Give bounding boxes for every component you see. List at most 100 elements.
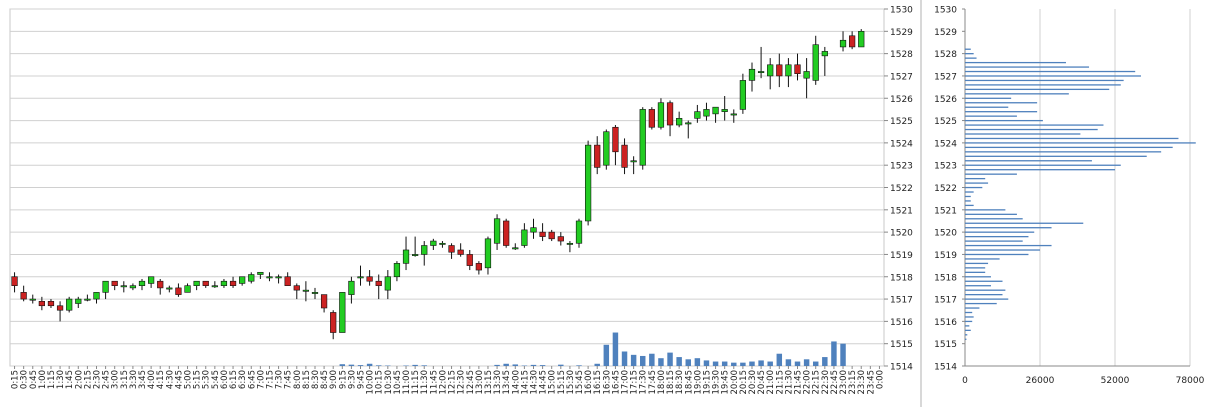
profile-bar — [965, 240, 1023, 241]
candle-up — [139, 281, 145, 285]
price-tick-label: 1522 — [890, 184, 913, 194]
volume-bar — [631, 355, 636, 366]
price-tick-label: 1526 — [890, 95, 913, 105]
volume-bar — [340, 364, 345, 366]
candle-down — [558, 237, 564, 241]
volume-bar — [840, 344, 845, 366]
profile-bar — [965, 178, 985, 179]
profile-bar — [965, 232, 1034, 233]
profile-bar — [965, 276, 991, 277]
profile-bar — [965, 53, 974, 54]
volume-bar — [667, 353, 672, 366]
candle-down — [367, 277, 373, 281]
profile-bar — [965, 57, 977, 58]
volume-bar — [722, 362, 727, 366]
volume-bar — [822, 357, 827, 366]
profile-bar — [965, 160, 1092, 161]
volume-bar — [604, 345, 609, 366]
profile-bar — [965, 218, 1023, 219]
profile-bar — [965, 174, 1017, 175]
candle-up — [786, 65, 792, 76]
volume-bar — [422, 365, 427, 366]
profile-bar — [965, 120, 1043, 121]
volume-bar — [695, 358, 700, 366]
profile-bar — [965, 89, 1109, 90]
profile-y-tick-label: 1527 — [934, 72, 957, 82]
profile-bar — [965, 80, 1124, 81]
volume-bar — [540, 365, 545, 366]
candle-up — [148, 277, 154, 284]
candle-up — [531, 228, 537, 232]
volume-bar — [686, 359, 691, 366]
volume-bar — [576, 365, 581, 366]
candle-up — [858, 31, 864, 47]
volume-bar — [513, 364, 518, 366]
candle-up — [685, 123, 691, 124]
volume-bar — [640, 356, 645, 366]
profile-bar — [965, 298, 1008, 299]
candle-down — [12, 277, 18, 286]
profile-bar — [965, 205, 974, 206]
volume-bar — [594, 364, 599, 366]
profile-bar — [965, 196, 971, 197]
candle-up — [840, 40, 846, 47]
candle-up — [121, 286, 127, 287]
candle-down — [667, 103, 673, 125]
profile-y-tick-label: 1526 — [934, 95, 957, 105]
volume-bar — [804, 359, 809, 366]
volume-bar — [558, 365, 563, 366]
price-tick-label: 1530 — [890, 6, 913, 16]
profile-bar — [965, 200, 971, 201]
candle-up — [394, 263, 400, 276]
volume-bar — [731, 363, 736, 366]
candle-down — [112, 281, 118, 285]
candle-up — [822, 51, 828, 55]
volume-bar — [795, 362, 800, 366]
candle-up — [576, 221, 582, 243]
candle-up — [358, 277, 364, 278]
candle-down — [540, 232, 546, 236]
volume-bar — [367, 364, 372, 366]
candle-up — [813, 45, 819, 81]
candle-up — [494, 219, 500, 244]
profile-bar — [965, 133, 1080, 134]
profile-bar — [965, 316, 974, 317]
candle-up — [349, 281, 355, 294]
profile-bar — [965, 49, 971, 50]
profile-bar — [965, 191, 974, 192]
candle-up — [130, 286, 136, 288]
candle-up — [512, 248, 518, 249]
candle-up — [440, 243, 446, 244]
profile-bar — [965, 124, 1103, 125]
candle-down — [476, 263, 482, 270]
profile-bar — [965, 62, 1066, 63]
candle-down — [203, 281, 209, 285]
profile-bar — [965, 138, 1178, 139]
profile-bar — [965, 102, 1037, 103]
candle-up — [403, 250, 409, 263]
price-tick-label: 1514 — [890, 363, 913, 373]
candle-down — [285, 277, 291, 286]
profile-y-tick-label: 1514 — [934, 363, 957, 373]
volume-bar — [503, 364, 508, 366]
profile-y-tick-label: 1530 — [934, 6, 957, 16]
profile-bar — [965, 93, 1069, 94]
price-tick-label: 1518 — [890, 273, 913, 283]
candle-up — [248, 275, 254, 282]
profile-bar — [965, 84, 1121, 85]
volume-bar — [758, 360, 763, 366]
profile-bar — [965, 75, 1141, 76]
price-tick-label: 1527 — [890, 72, 913, 82]
candle-up — [258, 272, 264, 274]
price-tick-label: 1517 — [890, 296, 913, 306]
profile-y-tick-label: 1517 — [934, 296, 957, 306]
profile-bar — [965, 182, 988, 183]
profile-bar — [965, 107, 1008, 108]
candle-down — [613, 127, 619, 152]
candle-up — [312, 292, 318, 293]
profile-bar — [965, 142, 1196, 143]
price-tick-label: 1529 — [890, 28, 913, 38]
candle-up — [676, 118, 682, 125]
volume-bar — [658, 358, 663, 366]
candle-down — [467, 254, 473, 265]
